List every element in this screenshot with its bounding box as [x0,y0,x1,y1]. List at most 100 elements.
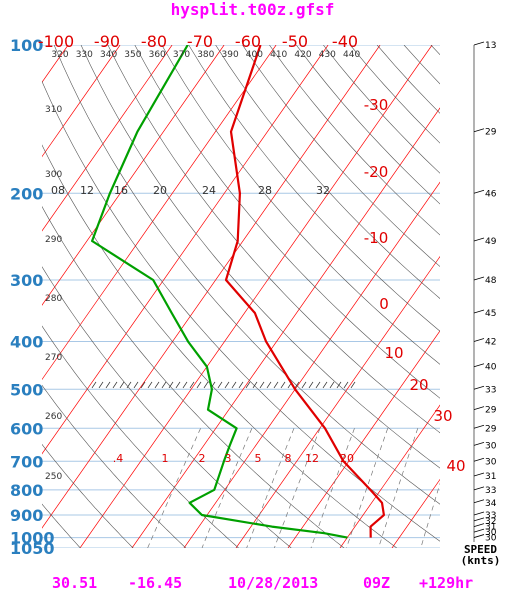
theta-left-label: 300 [45,170,62,180]
wind-speed-label: 31 [485,472,496,482]
pressure-tick-label: 500 [10,380,43,399]
mixing-ratio-top-label: 32 [316,184,330,197]
wind-speed-label: 40 [485,363,497,373]
tropopause-hatch [168,381,174,389]
dry-adiabat-line [134,45,440,399]
theta-left-label: 260 [45,412,62,422]
tropopause-hatch [203,381,209,389]
top-temperature-label: -100 [38,32,74,51]
tropopause-hatch [301,381,307,389]
isotherm-line [287,330,440,548]
tropopause-hatch [154,381,160,389]
isotherm-line [0,45,16,548]
isotherm-line [339,404,440,548]
footer-time: 09Z [363,574,391,592]
tropopause-hatch [161,381,167,389]
mixing-ratio-top-label: 20 [153,184,167,197]
mixing-ratio-bottom-label: 20 [340,452,354,465]
pressure-tick-label: 100 [10,36,43,55]
theta-top-label: 440 [343,50,360,60]
tropopause-hatch [119,381,125,389]
tropopause-hatch [343,381,349,389]
dry-adiabat-line [349,45,440,144]
isotherm-line [183,181,440,548]
wind-speed-label: 33 [485,511,496,521]
dry-adiabat-line [242,45,440,267]
theta-left-label: 270 [45,353,62,363]
wind-barb [473,511,485,516]
mixing-ratio-top-label: 08 [51,184,65,197]
right-temperature-label: 10 [384,344,403,362]
wind-barb [473,472,485,477]
wind-barb [473,523,485,527]
tropopause-hatch [133,381,139,389]
tropopause-hatch [189,381,195,389]
wind-speed-label: 48 [485,276,497,286]
theta-top-label: 400 [246,50,263,60]
chart-title: hysplit.t00z.gfsf [170,0,335,19]
right-temperature-label: 40 [446,457,465,475]
tropopause-hatch [112,381,118,389]
dry-adiabat-line [42,503,81,548]
wind-barb [473,517,485,522]
top-temperature-label: -60 [235,32,261,51]
dry-adiabat-line [188,45,440,332]
tropopause-hatch [322,381,328,389]
tropopause-hatch [217,381,223,389]
mixing-ratio-line [273,428,321,548]
top-temperature-label: -90 [94,32,120,51]
theta-top-label: 350 [124,50,141,60]
wind-barb [473,534,485,538]
mixing-ratio-line [147,428,201,548]
tropopause-hatch [182,381,188,389]
tropopause-hatch [105,381,111,389]
isotherm-line [496,45,505,548]
theta-left-label: 310 [45,105,62,115]
wind-speed-label: 42 [485,338,496,348]
speed-label: SPEED [463,543,498,556]
mixing-ratio-bottom-label: 5 [255,452,262,465]
footer-value-2: -16.45 [128,574,183,592]
mixing-ratio-line [246,428,295,548]
mixing-ratio-bottom-label: 2 [199,452,206,465]
wind-speed-label: 29 [485,424,497,434]
wind-barb [473,457,485,462]
theta-top-label: 380 [197,50,214,60]
temperature-profile-line [224,45,385,538]
mixing-ratio-line [420,482,440,548]
top-temperature-label: -70 [187,32,213,51]
theta-top-label: 320 [51,50,68,60]
wind-barb [473,442,485,446]
dry-adiabat-line [42,266,292,548]
tropopause-hatch [98,381,104,389]
footer-value-1: 30.51 [52,574,98,592]
theta-top-label: 370 [173,50,190,60]
isotherm-line [79,45,433,548]
wind-speed-label: 46 [485,189,497,199]
tropopause-hatch [147,381,153,389]
wind-barb [473,237,485,242]
dewpoint-profile-line [91,45,348,539]
wind-speed-label: 30 [485,534,497,544]
footer-forecast-hour: +129hr [419,574,474,592]
isotherm-line [235,255,440,548]
wind-barb [473,41,485,46]
top-temperature-label: -50 [282,32,308,51]
tropopause-hatch [259,381,265,389]
theta-top-label: 360 [149,50,166,60]
dry-adiabat-line [80,45,440,469]
wind-speed-label: 32 [485,517,496,527]
isotherm-line [42,45,329,455]
right-temperature-label: -10 [364,229,389,247]
wind-barb [473,424,485,429]
tropopause-hatch [126,381,132,389]
pressure-tick-label: 1000 [10,529,55,548]
wind-speed-label: 33 [485,385,496,395]
mixing-ratio-bottom-label: 8 [285,452,292,465]
pressure-tick-label: 900 [10,506,43,525]
tropopause-hatch [315,381,321,389]
dry-adiabat-line [107,45,440,434]
isotherm-line [42,45,381,529]
wind-speed-label: 31 [485,523,496,533]
wind-speed-label: 30 [485,457,497,467]
